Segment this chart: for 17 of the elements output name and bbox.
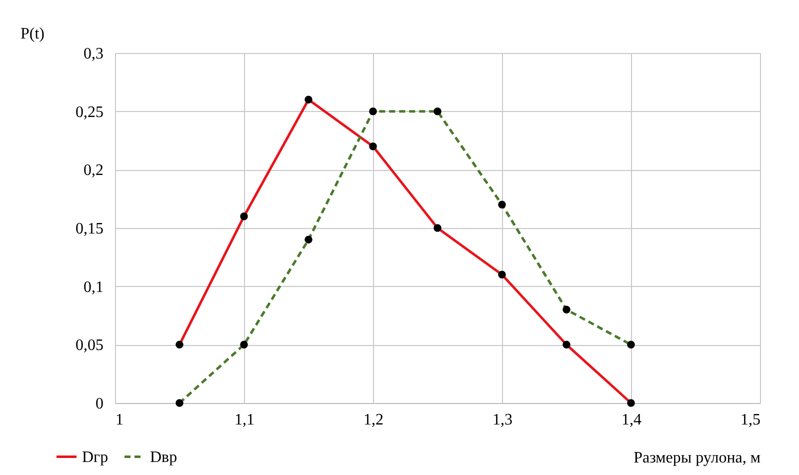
- x-axis-title: Размеры рулона, м: [634, 450, 760, 466]
- legend-label: Dгр: [82, 448, 108, 466]
- y-tick-label: 0,2: [84, 162, 104, 180]
- y-tick-label: 0,15: [76, 220, 104, 238]
- x-tick-label: 1,5: [740, 412, 760, 428]
- legend-label: Dвр: [150, 448, 178, 466]
- x-tick-label: 1,4: [622, 412, 642, 428]
- y-tick-label: 0,25: [76, 104, 104, 121]
- y-tick-label: 0: [96, 396, 104, 412]
- x-tick-label: 1: [116, 412, 124, 428]
- y-tick-label: 0,3: [84, 46, 104, 62]
- x-tick-label: 1,1: [234, 412, 254, 428]
- y-tick-label: 0,05: [76, 337, 104, 354]
- y-tick-label: 0,1: [84, 278, 104, 296]
- y-axis-title: P(t): [20, 26, 44, 42]
- x-tick-label: 1,2: [364, 412, 384, 428]
- x-tick-label: 1,3: [492, 412, 512, 428]
